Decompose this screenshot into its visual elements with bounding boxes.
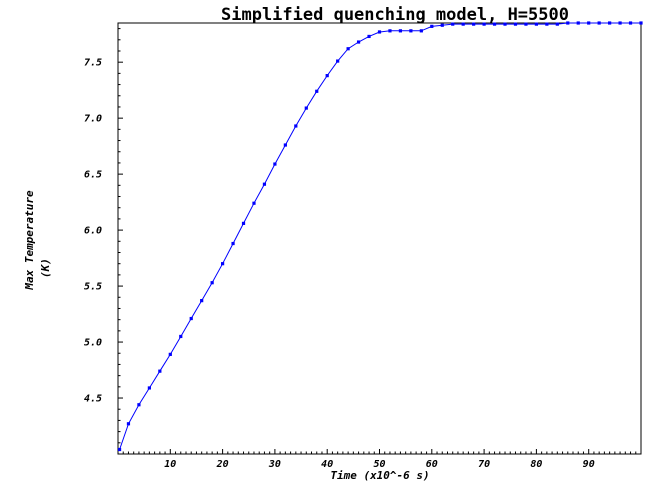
- data-point: [618, 21, 622, 25]
- data-point: [451, 22, 455, 26]
- data-point: [398, 29, 403, 33]
- chart-title: Simplified quenching model, H=5500: [221, 5, 569, 25]
- y-tick-label: 7.5: [84, 58, 102, 69]
- data-point: [639, 21, 643, 25]
- data-point: [262, 182, 267, 186]
- data-point: [356, 40, 361, 44]
- data-point: [117, 447, 122, 452]
- data-point: [555, 22, 559, 26]
- data-point: [231, 241, 235, 246]
- data-point: [388, 29, 392, 33]
- x-tick-label: 80: [530, 459, 542, 470]
- data-point: [419, 29, 423, 33]
- y-tick-label: 6.5: [84, 170, 102, 181]
- data-point: [252, 201, 256, 205]
- data-point: [597, 21, 601, 25]
- data-point: [336, 59, 340, 63]
- data-point: [430, 24, 434, 28]
- data-point: [221, 262, 225, 266]
- y-axis-title-line-1: Max Temperature: [23, 190, 36, 291]
- data-point: [576, 21, 580, 25]
- x-tick-label: 40: [321, 459, 333, 470]
- data-point: [346, 47, 350, 51]
- data-point: [294, 124, 298, 128]
- data-point: [587, 21, 591, 25]
- data-point: [628, 21, 633, 25]
- data-point: [241, 221, 246, 225]
- y-tick-label: 5.0: [84, 338, 102, 349]
- data-point: [189, 316, 193, 321]
- data-point: [137, 403, 141, 407]
- y-tick-label: 4.5: [84, 394, 102, 405]
- data-point: [409, 29, 413, 33]
- plot-frame: [117, 22, 642, 455]
- data-point: [545, 22, 549, 26]
- data-point: [440, 23, 444, 27]
- data-point: [315, 89, 319, 93]
- y-tick-label: 5.5: [84, 282, 102, 293]
- data-point: [377, 30, 382, 34]
- x-tick-label: 60: [426, 459, 438, 470]
- data-point: [126, 422, 131, 426]
- y-axis-title: Max Temperature (K): [23, 190, 52, 291]
- x-tick-label: 10: [164, 459, 176, 470]
- x-tick-label: 20: [216, 459, 229, 470]
- y-axis-title-line-2: (K): [39, 258, 52, 278]
- series-line: [119, 22, 641, 450]
- data-point: [147, 386, 151, 390]
- data-point: [210, 281, 214, 285]
- data-point: [482, 22, 486, 26]
- data-point: [273, 162, 277, 166]
- x-tick-label: 50: [373, 459, 385, 470]
- data-point: [179, 334, 183, 339]
- data-point: [524, 22, 528, 26]
- data-point: [168, 352, 172, 356]
- data-point: [534, 22, 538, 26]
- data-point: [461, 22, 465, 26]
- data-point: [513, 22, 518, 26]
- data-point: [158, 369, 162, 373]
- data-point: [503, 22, 507, 26]
- data-point: [472, 22, 476, 26]
- y-tick-label: 7.0: [84, 114, 102, 125]
- x-axis-title: Time (x10^-6 s): [330, 469, 429, 482]
- data-point: [200, 299, 204, 303]
- x-tick-label: 70: [478, 459, 490, 470]
- data-point: [325, 74, 329, 78]
- data-point: [566, 21, 570, 25]
- data-point: [283, 143, 287, 147]
- data-point: [304, 106, 308, 110]
- x-tick-label: 90: [583, 459, 595, 470]
- plot-area: 10 20 30 40 50 60 70 80 90 4.5 5.0 5.5 6.0 6.5 7.0 7.5: [84, 21, 643, 470]
- x-tick-label: 30: [268, 459, 281, 470]
- data-point: [367, 34, 371, 39]
- data-point: [608, 21, 612, 25]
- data-point: [492, 22, 497, 26]
- y-tick-label: 6.0: [84, 226, 102, 237]
